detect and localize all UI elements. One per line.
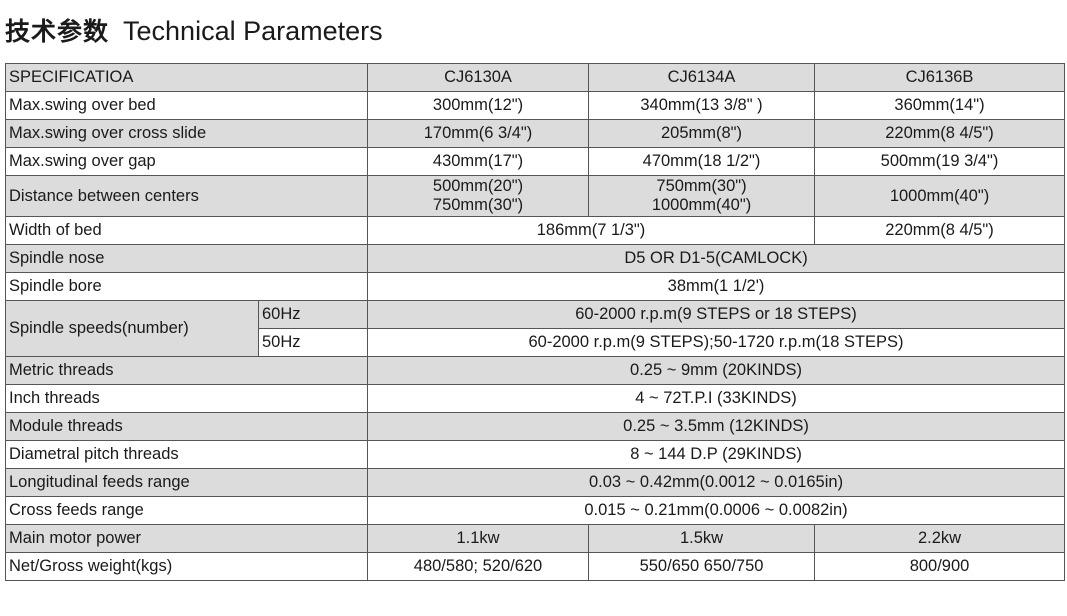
page-title: 技术参数 Technical Parameters bbox=[5, 12, 383, 48]
row-label: Longitudinal feeds range bbox=[4, 468, 369, 497]
row-label: Distance between centers bbox=[4, 175, 369, 217]
cell: 1.1kw bbox=[367, 524, 590, 553]
row-label: Max.swing over gap bbox=[4, 147, 369, 176]
cell: 0.015 ~ 0.21mm(0.0006 ~ 0.0082in) bbox=[367, 496, 1066, 525]
cell: 60-2000 r.p.m(9 STEPS);50-1720 r.p.m(18 … bbox=[367, 328, 1066, 357]
table-row: Main motor power 1.1kw 1.5kw 2.2kw bbox=[4, 524, 1066, 553]
cell: 170mm(6 3/4") bbox=[367, 119, 590, 148]
header-model: CJ6130A bbox=[367, 63, 590, 92]
table-row: Spindle nose D5 OR D1-5(CAMLOCK) bbox=[4, 244, 1066, 273]
title-english: Technical Parameters bbox=[123, 16, 383, 46]
row-label: Max.swing over cross slide bbox=[4, 119, 369, 148]
cell: 300mm(12") bbox=[367, 91, 590, 120]
cell: 60-2000 r.p.m(9 STEPS or 18 STEPS) bbox=[367, 300, 1066, 329]
cell: 550/650 650/750 bbox=[588, 552, 816, 581]
row-label: Width of bed bbox=[4, 216, 369, 245]
header-row: SPECIFICATIOA CJ6130A CJ6134A CJ6136B bbox=[4, 63, 1066, 92]
cell-line: 1000mm(40") bbox=[651, 196, 752, 214]
cell: 2.2kw bbox=[814, 524, 1066, 553]
cell: 340mm(13 3/8" ) bbox=[588, 91, 816, 120]
cell: 470mm(18 1/2") bbox=[588, 147, 816, 176]
row-label: Cross feeds range bbox=[4, 496, 369, 525]
cell: 500mm(20") 750mm(30") bbox=[367, 175, 590, 217]
sub-label: 50Hz bbox=[257, 328, 369, 357]
row-label: Net/Gross weight(kgs) bbox=[4, 552, 369, 581]
cell: D5 OR D1-5(CAMLOCK) bbox=[367, 244, 1066, 273]
row-label: Main motor power bbox=[4, 524, 369, 553]
table-row: Inch threads 4 ~ 72T.P.I (33KINDS) bbox=[4, 384, 1066, 413]
cell-line: 750mm(30") bbox=[656, 177, 747, 195]
cell: 220mm(8 4/5") bbox=[814, 119, 1066, 148]
row-label: Metric threads bbox=[4, 356, 369, 385]
cell: 38mm(1 1/2') bbox=[367, 272, 1066, 301]
cell-line: 750mm(30") bbox=[432, 196, 524, 214]
spec-table: SPECIFICATIOA CJ6130A CJ6134A CJ6136B Ma… bbox=[4, 63, 1066, 581]
cell: 500mm(19 3/4") bbox=[814, 147, 1066, 176]
table-row: Max.swing over gap 430mm(17") 470mm(18 1… bbox=[4, 147, 1066, 176]
table-row: Module threads 0.25 ~ 3.5mm (12KINDS) bbox=[4, 412, 1066, 441]
table-row: Max.swing over cross slide 170mm(6 3/4")… bbox=[4, 119, 1066, 148]
table-row: Spindle speeds(number) 60Hz 60-2000 r.p.… bbox=[5, 300, 1066, 357]
table-row: Spindle bore 38mm(1 1/2') bbox=[4, 272, 1066, 301]
row-label: Spindle speeds(number) bbox=[5, 300, 259, 357]
table-row: 50Hz 60-2000 r.p.m(9 STEPS);50-1720 r.p.… bbox=[6, 328, 1066, 357]
cell: 220mm(8 4/5") bbox=[814, 216, 1066, 245]
table-row: Net/Gross weight(kgs) 480/580; 520/620 5… bbox=[4, 552, 1066, 581]
cell: 480/580; 520/620 bbox=[367, 552, 590, 581]
cell-line: 500mm(20") bbox=[432, 177, 524, 195]
cell: 186mm(7 1/3") bbox=[367, 216, 816, 245]
table-row: Width of bed 186mm(7 1/3") 220mm(8 4/5") bbox=[4, 216, 1066, 245]
header-model: CJ6136B bbox=[814, 63, 1066, 92]
cell: 800/900 bbox=[814, 552, 1066, 581]
row-label: Max.swing over bed bbox=[4, 91, 369, 120]
cell: 1.5kw bbox=[588, 524, 816, 553]
table-row: Max.swing over bed 300mm(12") 340mm(13 3… bbox=[4, 91, 1066, 120]
cell: 8 ~ 144 D.P (29KINDS) bbox=[367, 440, 1066, 469]
cell: 430mm(17") bbox=[367, 147, 590, 176]
cell: 750mm(30") 1000mm(40") bbox=[588, 175, 816, 217]
cell: 205mm(8") bbox=[588, 119, 816, 148]
cell: 4 ~ 72T.P.I (33KINDS) bbox=[367, 384, 1066, 413]
table-row: Diametral pitch threads 8 ~ 144 D.P (29K… bbox=[4, 440, 1066, 469]
row-label: Spindle bore bbox=[4, 272, 369, 301]
row-label: Inch threads bbox=[4, 384, 369, 413]
cell: 0.25 ~ 3.5mm (12KINDS) bbox=[367, 412, 1066, 441]
cell: 360mm(14") bbox=[814, 91, 1066, 120]
sub-label: 60Hz bbox=[257, 300, 369, 329]
table-row: Longitudinal feeds range 0.03 ~ 0.42mm(0… bbox=[4, 468, 1066, 497]
table-row: Cross feeds range 0.015 ~ 0.21mm(0.0006 … bbox=[4, 496, 1066, 525]
table-row: Metric threads 0.25 ~ 9mm (20KINDS) bbox=[4, 356, 1066, 385]
header-spec: SPECIFICATIOA bbox=[4, 63, 369, 92]
row-label: Spindle nose bbox=[4, 244, 369, 273]
row-label: Module threads bbox=[4, 412, 369, 441]
cell: 0.03 ~ 0.42mm(0.0012 ~ 0.0165in) bbox=[367, 468, 1066, 497]
row-label: Diametral pitch threads bbox=[4, 440, 369, 469]
title-chinese: 技术参数 bbox=[5, 17, 110, 46]
cell: 1000mm(40") bbox=[814, 175, 1066, 217]
cell: 0.25 ~ 9mm (20KINDS) bbox=[367, 356, 1066, 385]
header-model: CJ6134A bbox=[588, 63, 816, 92]
table-row: Distance between centers 500mm(20") 750mm… bbox=[4, 175, 1066, 217]
